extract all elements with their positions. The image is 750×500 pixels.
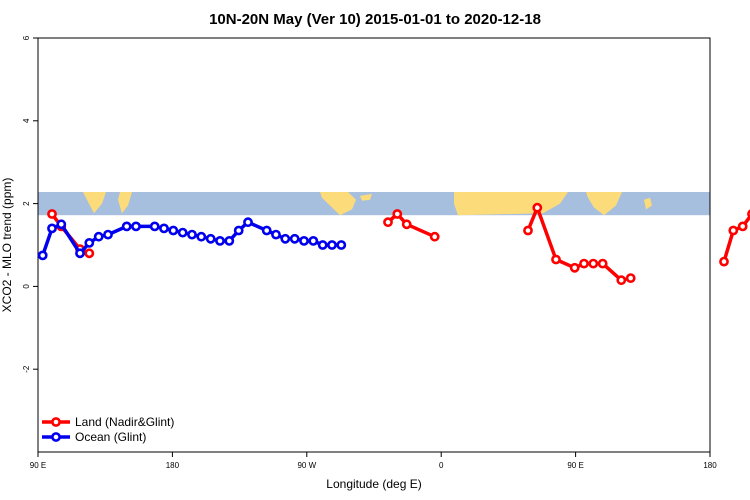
map-land-2: [320, 192, 356, 216]
data-point: [579, 258, 589, 269]
x-tick-label: 0: [439, 461, 444, 470]
data-point: [299, 235, 309, 246]
data-point: [37, 250, 48, 261]
data-point: [532, 202, 543, 213]
y-tick-label: -2: [22, 365, 31, 373]
legend-swatch-marker: [51, 432, 61, 442]
data-point: [177, 227, 188, 238]
y-tick-label: 0: [22, 284, 31, 289]
y-tick-label: 6: [22, 35, 31, 40]
data-point: [103, 229, 113, 240]
y-tick-label: 4: [22, 118, 31, 123]
y-axis-label: XCO2 - MLO trend (ppm): [0, 178, 14, 313]
data-point: [215, 235, 225, 246]
data-point: [233, 225, 244, 236]
data-point: [719, 256, 729, 267]
map-land-1: [118, 192, 132, 214]
series-0: [47, 202, 750, 286]
data-point: [429, 231, 440, 242]
x-axis: 90 E 180 90 W 0 90 E 180: [30, 452, 717, 470]
data-point: [383, 217, 393, 228]
data-point: [84, 248, 95, 259]
map-strip: [38, 192, 710, 216]
data-point: [271, 229, 281, 240]
data-point: [196, 231, 207, 242]
x-tick-label: 180: [166, 461, 180, 470]
x-axis-label: Longitude (deg E): [326, 477, 421, 491]
legend-label: Ocean (Glint): [75, 430, 146, 444]
data-point: [243, 217, 253, 228]
data-point: [569, 262, 580, 273]
chart-title: 10N-20N May (Ver 10) 2015-01-01 to 2020-…: [209, 11, 541, 28]
data-point: [261, 225, 272, 236]
data-point: [392, 209, 403, 219]
data-point: [47, 209, 57, 219]
x-tick-label: 90 W: [297, 461, 316, 470]
legend-swatch-marker: [51, 417, 61, 427]
map-land-5: [586, 192, 622, 216]
series-1: [37, 217, 347, 261]
map-land-3: [360, 193, 372, 201]
data-point: [93, 231, 104, 242]
data-point: [625, 273, 636, 283]
series-layer: [37, 202, 750, 286]
y-axis: -2 0 2 4 6: [22, 35, 38, 373]
data-point: [401, 219, 412, 230]
x-tick-label: 90 E: [567, 461, 583, 470]
data-point: [205, 233, 216, 244]
data-point: [523, 225, 533, 236]
data-point: [737, 221, 748, 232]
data-point: [121, 221, 132, 232]
x-tick-label: 90 E: [30, 461, 46, 470]
data-point: [168, 225, 179, 236]
legend: Land (Nadir&Glint)Ocean (Glint): [42, 415, 174, 444]
data-point: [308, 235, 319, 246]
data-point: [149, 221, 160, 232]
data-point: [616, 275, 627, 286]
data-point: [187, 229, 197, 240]
data-point: [728, 225, 739, 236]
data-point: [289, 233, 300, 244]
data-point: [551, 254, 561, 265]
x-tick-label: 180: [703, 461, 717, 470]
data-point: [597, 258, 608, 269]
data-point: [336, 240, 347, 250]
data-point: [47, 223, 57, 234]
series-line: [386, 212, 436, 239]
data-point: [327, 240, 337, 250]
plot-frame: [37, 37, 711, 453]
data-point: [224, 235, 235, 246]
data-point: [84, 237, 95, 248]
y-tick-label: 2: [22, 201, 31, 206]
map-land-0: [83, 192, 106, 214]
data-point: [280, 233, 291, 244]
data-point: [317, 240, 328, 250]
data-point: [56, 219, 67, 230]
data-point: [75, 248, 85, 259]
data-point: [588, 258, 599, 269]
data-point: [131, 221, 141, 232]
map-land-6: [644, 197, 652, 210]
series-line: [722, 213, 750, 263]
legend-label: Land (Nadir&Glint): [75, 415, 174, 429]
data-point: [159, 223, 169, 234]
